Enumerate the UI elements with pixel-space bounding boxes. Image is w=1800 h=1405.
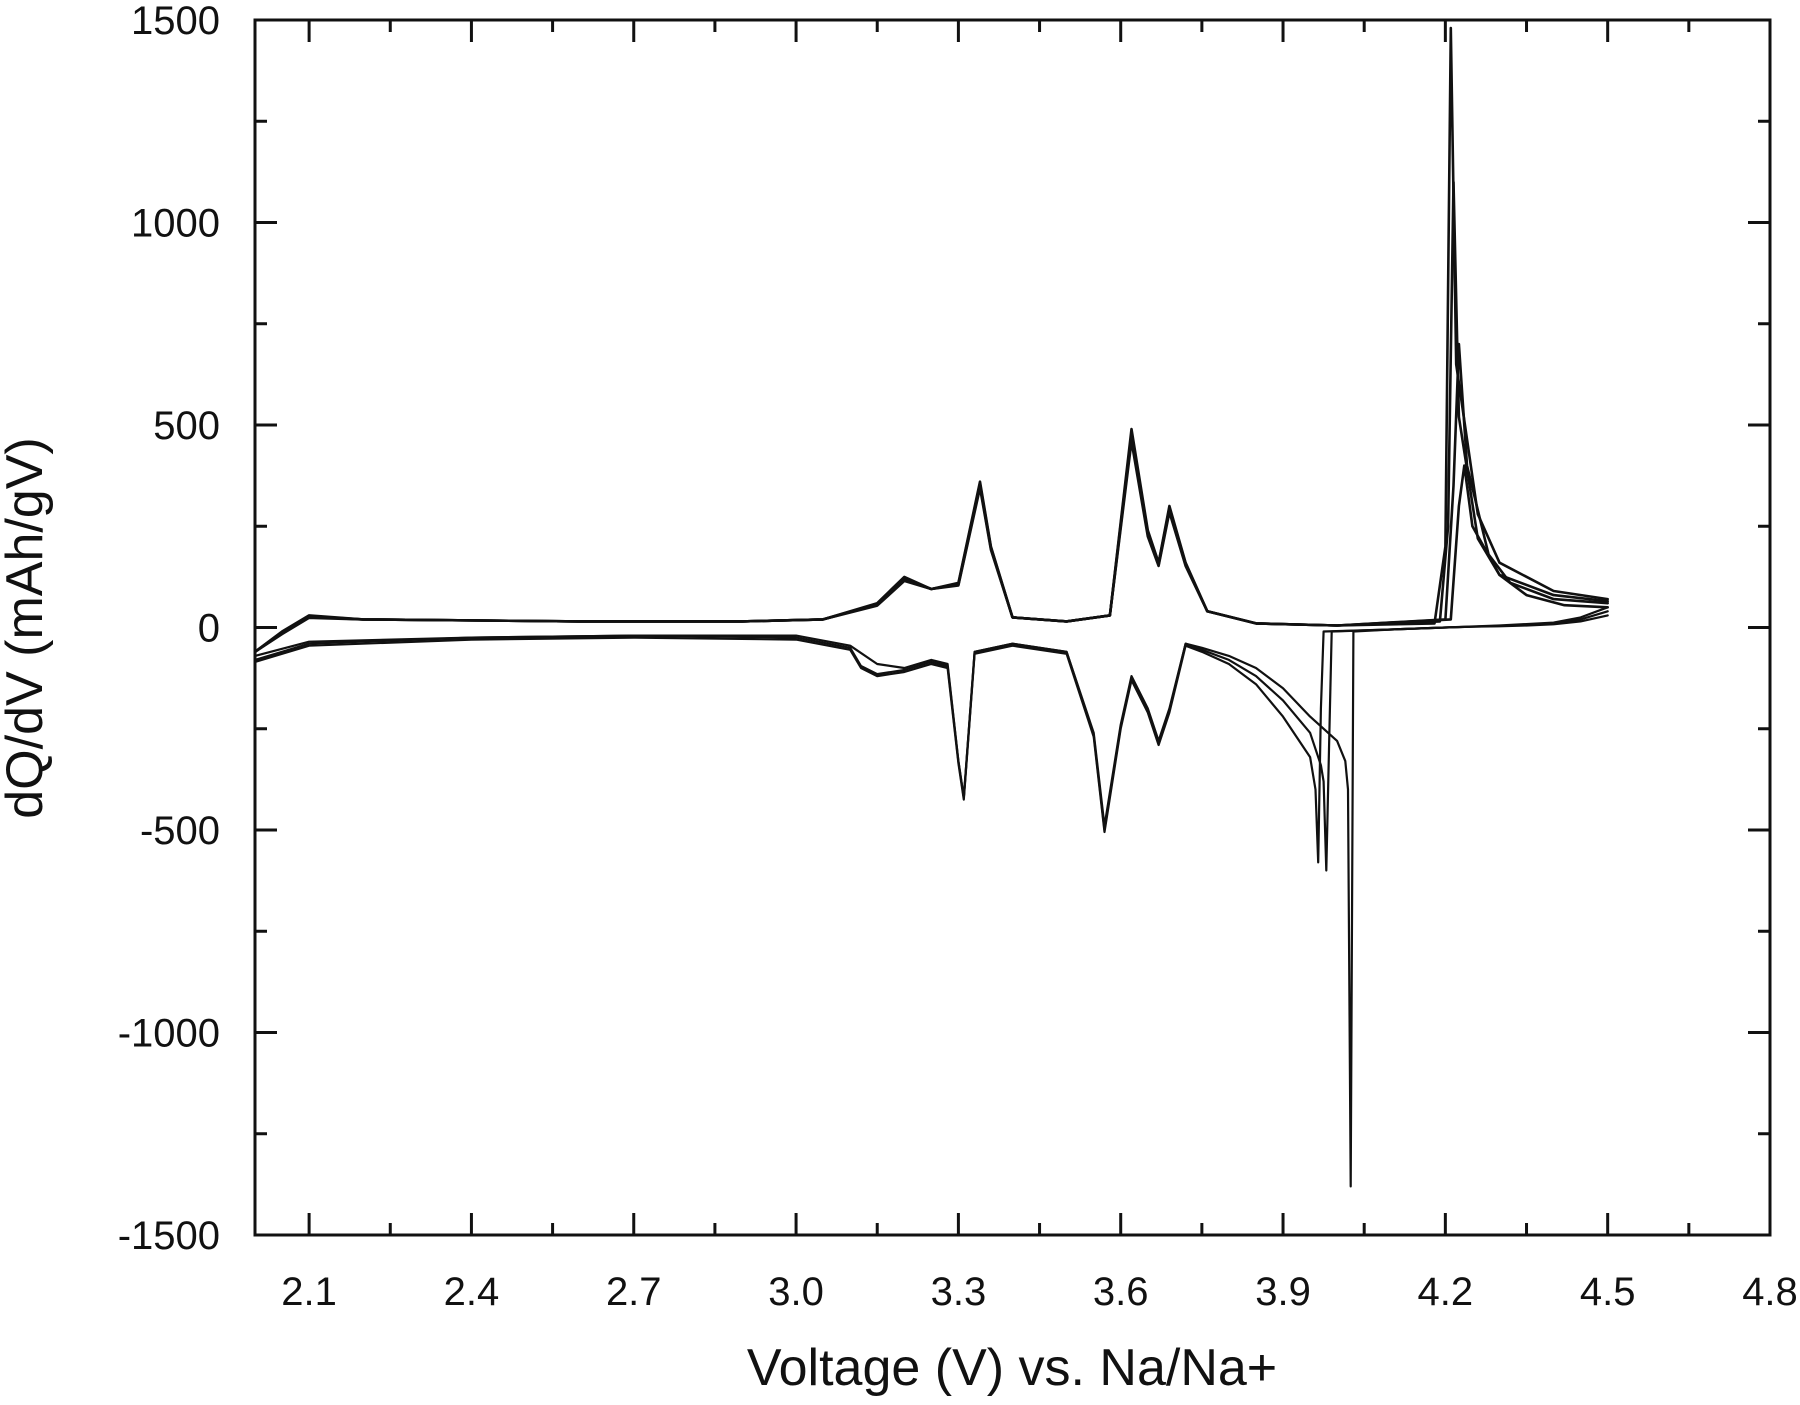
y-tick-label: 1500 <box>131 0 220 43</box>
y-tick-label: 0 <box>198 607 220 651</box>
y-tick-label: -1000 <box>118 1012 220 1056</box>
x-tick-label: 3.0 <box>768 1270 824 1314</box>
y-tick-label: 500 <box>153 404 220 448</box>
x-tick-label: 2.1 <box>281 1270 337 1314</box>
series-line-6 <box>253 610 1609 872</box>
y-tick-label: 1000 <box>131 202 220 246</box>
series-traces <box>253 26 1609 1188</box>
x-axis-title: Voltage (V) vs. Na/Na+ <box>747 1339 1277 1397</box>
series-line-5 <box>253 614 1609 1188</box>
y-axis: 1500 1000 500 0 -500 -1000 -1500 <box>118 0 1770 1258</box>
x-tick-label: 4.5 <box>1580 1270 1636 1314</box>
x-tick-label: 3.3 <box>931 1270 987 1314</box>
series-line-2 <box>253 180 1609 654</box>
series-line-3 <box>253 342 1609 654</box>
y-axis-title: dQ/dV (mAh/gV) <box>0 437 54 818</box>
series-line-4 <box>253 439 1609 654</box>
x-tick-label: 3.6 <box>1093 1270 1149 1314</box>
series-line-1 <box>253 26 1609 654</box>
y-tick-label: -500 <box>140 809 220 853</box>
x-tick-label: 4.8 <box>1742 1270 1798 1314</box>
x-tick-label: 4.2 <box>1418 1270 1474 1314</box>
x-tick-label: 3.9 <box>1255 1270 1311 1314</box>
series-line-7 <box>253 606 1609 864</box>
x-tick-label: 2.7 <box>606 1270 662 1314</box>
plot-frame <box>253 18 1772 1237</box>
x-tick-label: 2.4 <box>444 1270 500 1314</box>
x-axis: 2.1 2.4 2.7 3.0 3.3 3.6 3.9 4.2 4.5 4.8 <box>281 20 1798 1314</box>
y-tick-label: -1500 <box>118 1214 220 1258</box>
